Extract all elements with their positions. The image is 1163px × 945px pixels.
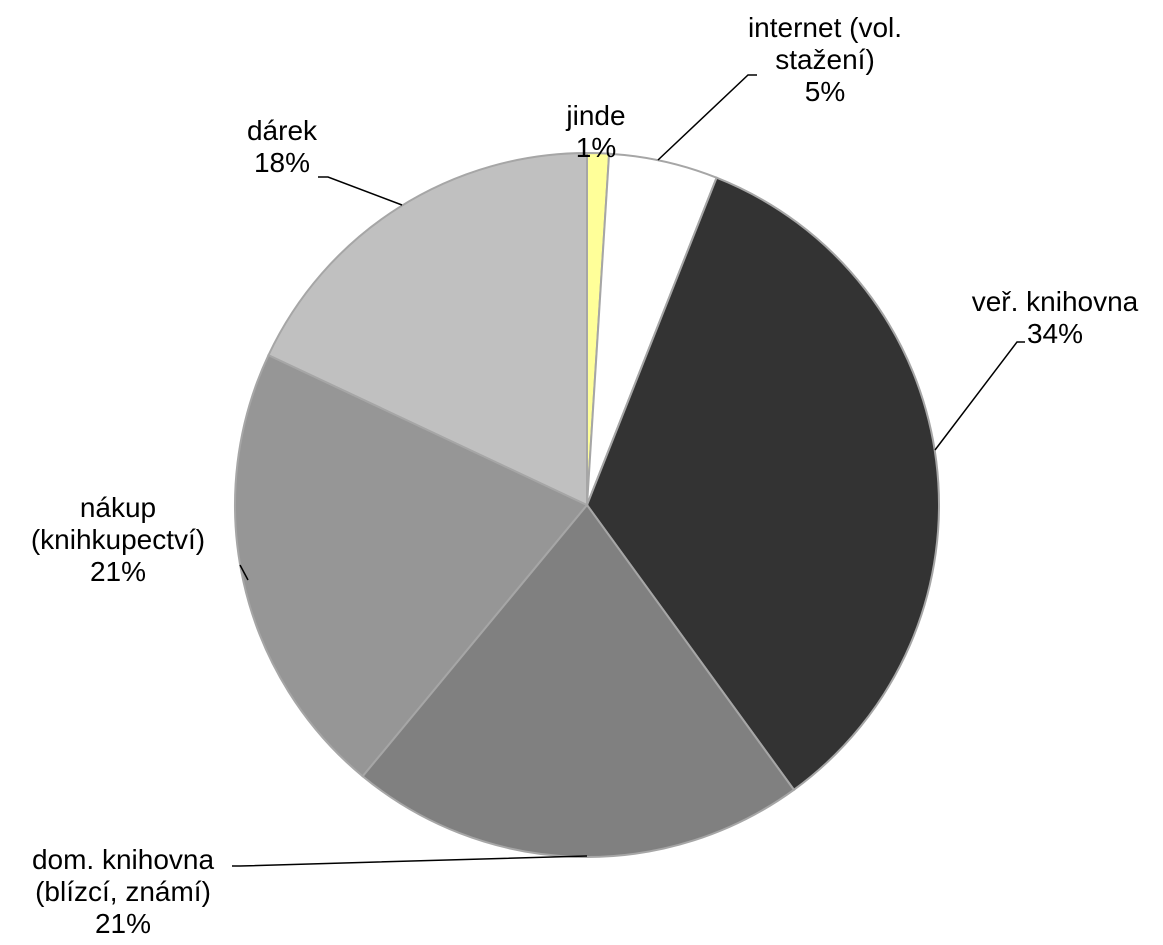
leader-line <box>657 74 757 161</box>
leader-line <box>239 564 249 581</box>
category-label: internet (vol. stažení) <box>747 12 903 75</box>
slice-label: dárek 18% <box>222 115 342 179</box>
slice-label: veř. knihovna 34% <box>935 286 1163 350</box>
slice-label: nákup (knihkupectví) 21% <box>8 492 228 588</box>
category-label: dárek <box>246 115 318 146</box>
value-label: 21% <box>94 908 152 939</box>
slice-label: internet (vol. stažení) 5% <box>715 12 935 108</box>
category-label: jinde <box>566 100 626 131</box>
leader-line <box>318 176 403 206</box>
slice-label: jinde 1% <box>536 100 656 164</box>
pie-slice <box>585 176 940 792</box>
value-label: 18% <box>253 147 311 178</box>
value-label: 1% <box>575 132 617 163</box>
leader-line <box>934 341 1025 451</box>
leader-line <box>232 855 588 867</box>
category-label: nákup (knihkupectví) <box>30 492 206 555</box>
category-label: veř. knihovna <box>971 286 1139 317</box>
slice-label: dom. knihovna (blízcí, známí) 21% <box>3 844 243 940</box>
category-label: dom. knihovna (blízcí, známí) <box>31 844 215 907</box>
pie-slice <box>234 353 589 778</box>
pie-slice <box>267 151 588 507</box>
value-label: 5% <box>804 76 846 107</box>
value-label: 21% <box>89 556 147 587</box>
value-label: 34% <box>1026 318 1084 349</box>
